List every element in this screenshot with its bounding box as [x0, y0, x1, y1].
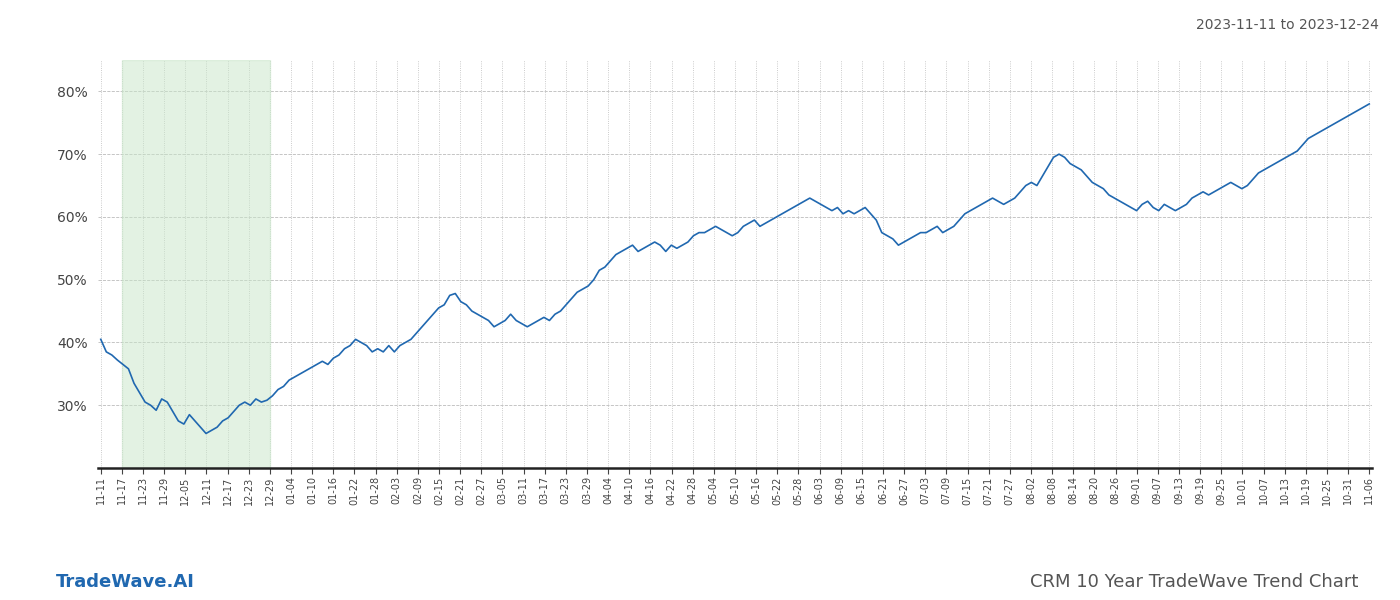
Text: 2023-11-11 to 2023-12-24: 2023-11-11 to 2023-12-24: [1196, 18, 1379, 32]
Bar: [122, 60, 270, 468]
Text: TradeWave.AI: TradeWave.AI: [56, 573, 195, 591]
Text: CRM 10 Year TradeWave Trend Chart: CRM 10 Year TradeWave Trend Chart: [1029, 573, 1358, 591]
